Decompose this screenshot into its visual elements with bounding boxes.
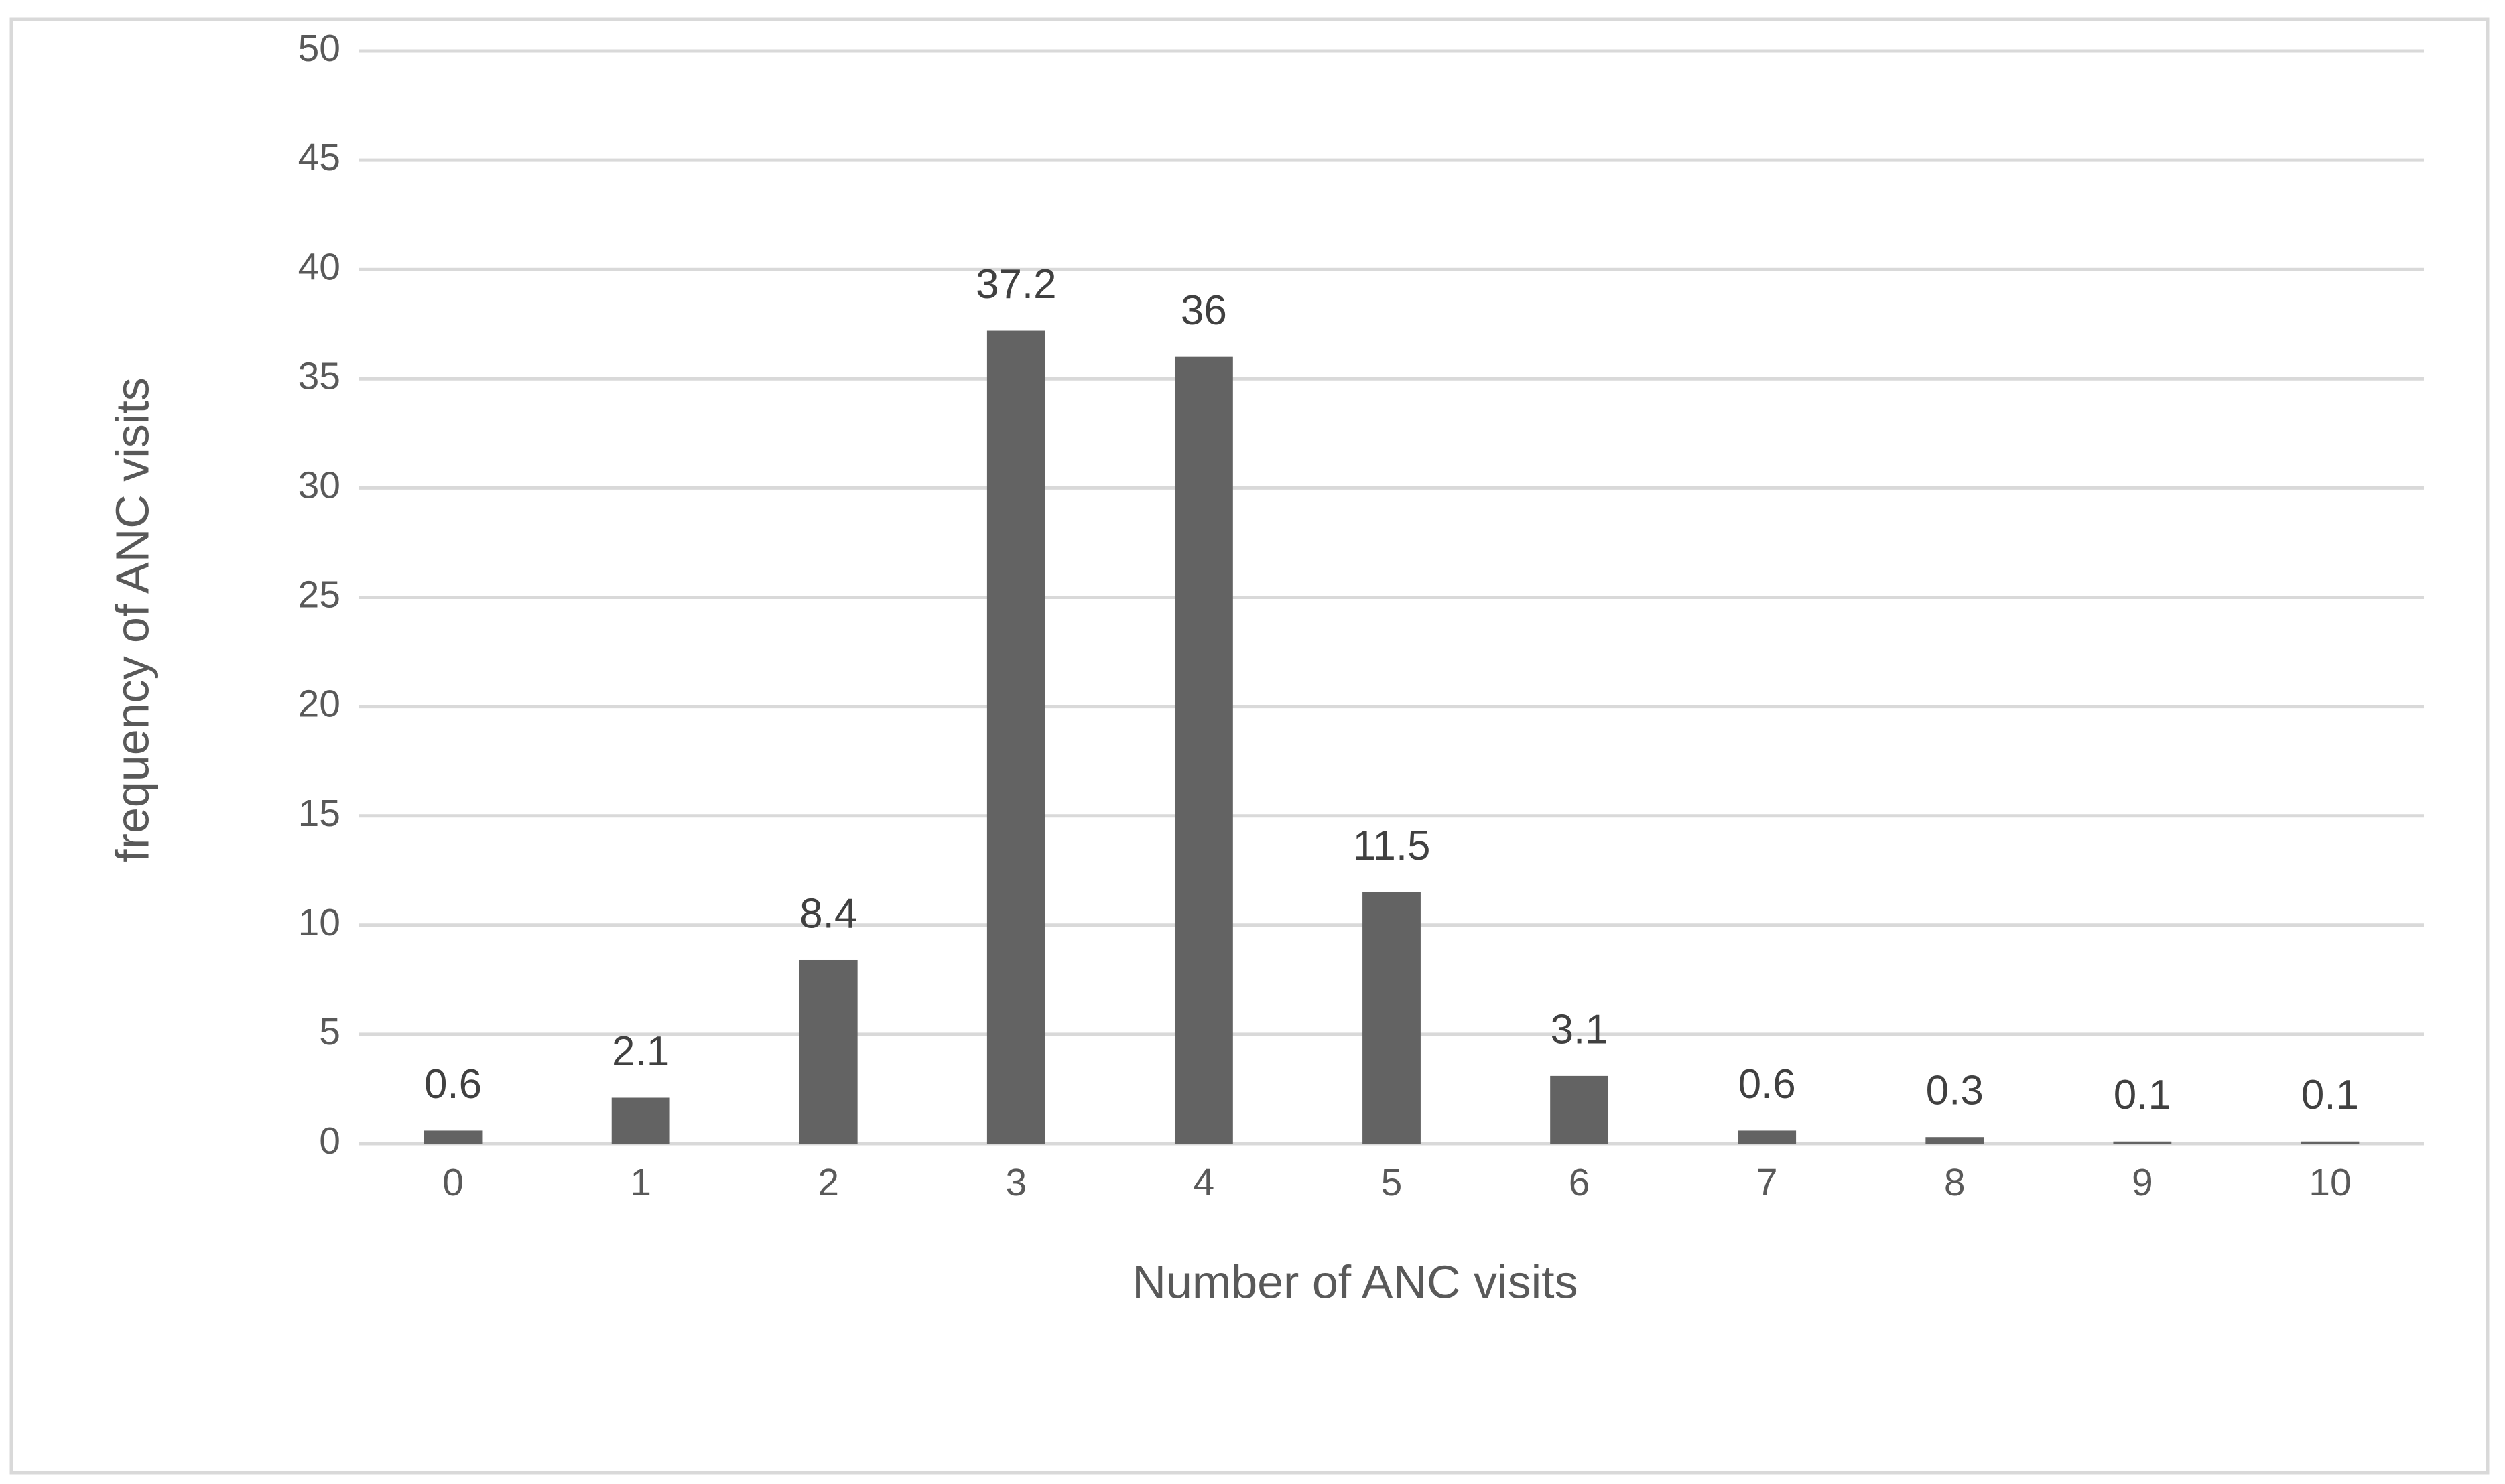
bar — [1925, 1137, 1984, 1144]
y-axis-title: frequency of ANC visits — [106, 377, 158, 862]
y-tick-label: 0 — [319, 1120, 340, 1162]
y-tick-label: 10 — [298, 901, 340, 944]
y-tick-label: 40 — [298, 245, 340, 288]
x-axis-title: Number of ANC visits — [1132, 1256, 1578, 1308]
x-tick-label: 4 — [1194, 1161, 1215, 1204]
data-label: 3.1 — [1550, 1006, 1608, 1053]
x-tick-label: 0 — [442, 1161, 464, 1204]
x-tick-label: 3 — [1005, 1161, 1027, 1204]
x-tick-label: 1 — [630, 1161, 651, 1204]
data-label: 37.2 — [976, 261, 1057, 308]
data-label: 0.1 — [2114, 1072, 2171, 1118]
x-tick-label: 6 — [1569, 1161, 1590, 1204]
data-label: 8.4 — [799, 890, 857, 937]
data-label: 0.3 — [1926, 1068, 1984, 1114]
x-tick-label: 10 — [2309, 1161, 2351, 1204]
x-tick-label: 7 — [1756, 1161, 1778, 1204]
data-label: 0.6 — [424, 1061, 482, 1107]
y-tick-label: 25 — [298, 574, 340, 616]
bar — [1550, 1075, 1609, 1144]
y-tick-label: 5 — [319, 1010, 340, 1053]
bar — [986, 330, 1045, 1144]
bar — [1738, 1130, 1797, 1144]
data-label: 11.5 — [1352, 823, 1430, 869]
data-label: 36 — [1181, 287, 1227, 334]
chart-border — [9, 17, 2490, 1475]
bar — [1174, 356, 1233, 1144]
y-tick-label: 20 — [298, 683, 340, 726]
x-tick-label: 2 — [818, 1161, 839, 1204]
data-label: 0.1 — [2301, 1072, 2359, 1118]
x-tick-label: 9 — [2132, 1161, 2153, 1204]
bar — [1362, 892, 1421, 1144]
bar — [799, 959, 858, 1144]
y-tick-label: 35 — [298, 354, 340, 397]
bar — [2113, 1141, 2172, 1144]
data-label: 0.6 — [1738, 1061, 1796, 1107]
bar — [424, 1130, 483, 1144]
y-tick-label: 15 — [298, 792, 340, 835]
bar — [2301, 1141, 2360, 1144]
x-tick-label: 8 — [1944, 1161, 1966, 1204]
y-tick-label: 45 — [298, 136, 340, 179]
data-label: 2.1 — [612, 1028, 669, 1075]
bar — [611, 1097, 670, 1144]
y-tick-label: 50 — [298, 27, 340, 70]
y-tick-label: 30 — [298, 464, 340, 507]
x-tick-label: 5 — [1381, 1161, 1403, 1204]
